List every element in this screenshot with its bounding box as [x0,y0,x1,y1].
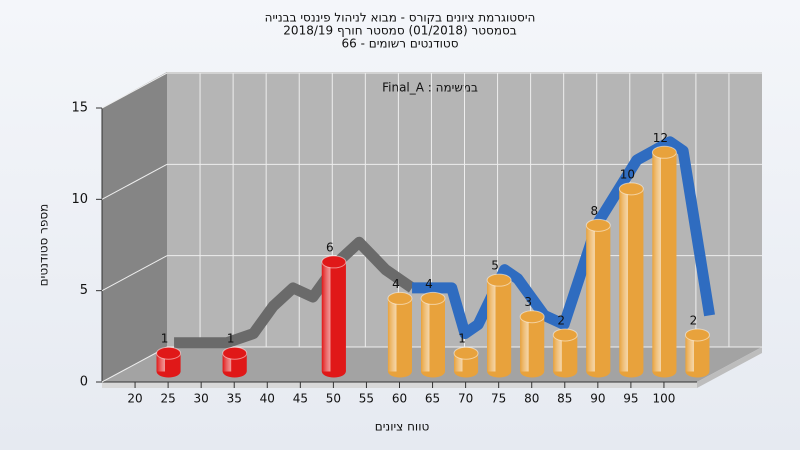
chart-title: סטודנטים רשומים - 66 [341,37,458,51]
annotation: Final_A : במשימה [382,81,478,95]
value-label: 1 [458,332,466,346]
x-tick-label: 30 [194,392,209,406]
bar-shade [619,188,644,372]
bar-top [684,328,710,342]
chart-title: היסטוגרמת ציונים בקורס - מבוא לניהול פינ… [265,11,536,25]
y-tick-label: 0 [80,375,88,390]
x-tick-label: 60 [392,392,407,406]
value-label: 5 [491,259,499,273]
x-tick-label: 95 [623,392,638,406]
chart-title: בסמסטר (01/2018) סמסטר חורף 2018/19 [283,24,516,38]
x-tick-label: 45 [293,392,308,406]
trend-line [174,236,416,349]
value-label: 4 [392,277,400,291]
x-tick-label: 65 [425,392,440,406]
value-label: 1 [227,332,235,346]
value-label: 10 [620,167,635,181]
x-tick-label: 90 [590,392,605,406]
value-label: 1 [161,332,169,346]
bar-top [552,328,578,342]
floor-side [697,347,762,388]
bar-top [156,346,182,360]
bar-shade [652,152,677,372]
value-label: 6 [326,240,334,254]
y-tick-label: 10 [71,192,88,207]
x-tick-label: 75 [491,392,506,406]
value-label: 2 [557,313,565,327]
x-tick-label: 80 [524,392,539,406]
y-axis-label: מספר סטודנטים [37,204,51,287]
bar-shade [586,225,611,372]
bar-top [453,346,479,360]
value-label: 3 [524,295,532,309]
bar-shade [321,261,346,372]
bar-top [519,310,545,324]
bar-top [585,218,611,232]
trend-line [412,136,715,340]
bar-top [651,145,677,159]
x-axis-label: טווח ציונים [375,420,430,434]
bar-shade [421,298,445,372]
value-label: 2 [690,313,698,327]
x-tick-label: 20 [127,392,142,406]
value-label: 8 [590,204,598,218]
grid-line [101,255,168,292]
bar-top [387,291,413,305]
bar-top [321,255,347,269]
side-wall [102,72,167,382]
x-tick-label: 85 [557,392,572,406]
x-tick-label: 100 [652,392,675,406]
bar-top [420,291,446,305]
value-label: 12 [653,131,668,145]
x-tick-label: 40 [260,392,275,406]
grid-line [101,163,168,200]
bar-top [618,182,644,196]
x-tick-label: 35 [227,392,242,406]
x-tick-label: 25 [160,392,175,406]
y-tick-label: 15 [71,101,88,116]
bar-shade [487,280,512,372]
bar-top [486,273,512,287]
x-tick-label: 50 [326,392,341,406]
x-tick-label: 55 [359,392,374,406]
x-tick-label: 70 [458,392,473,406]
value-label: 4 [425,277,433,291]
y-tick-label: 5 [80,283,88,298]
bar-top [222,346,248,360]
bar-shade [387,298,412,372]
grid-line [101,72,168,109]
bar-shade [520,316,545,372]
